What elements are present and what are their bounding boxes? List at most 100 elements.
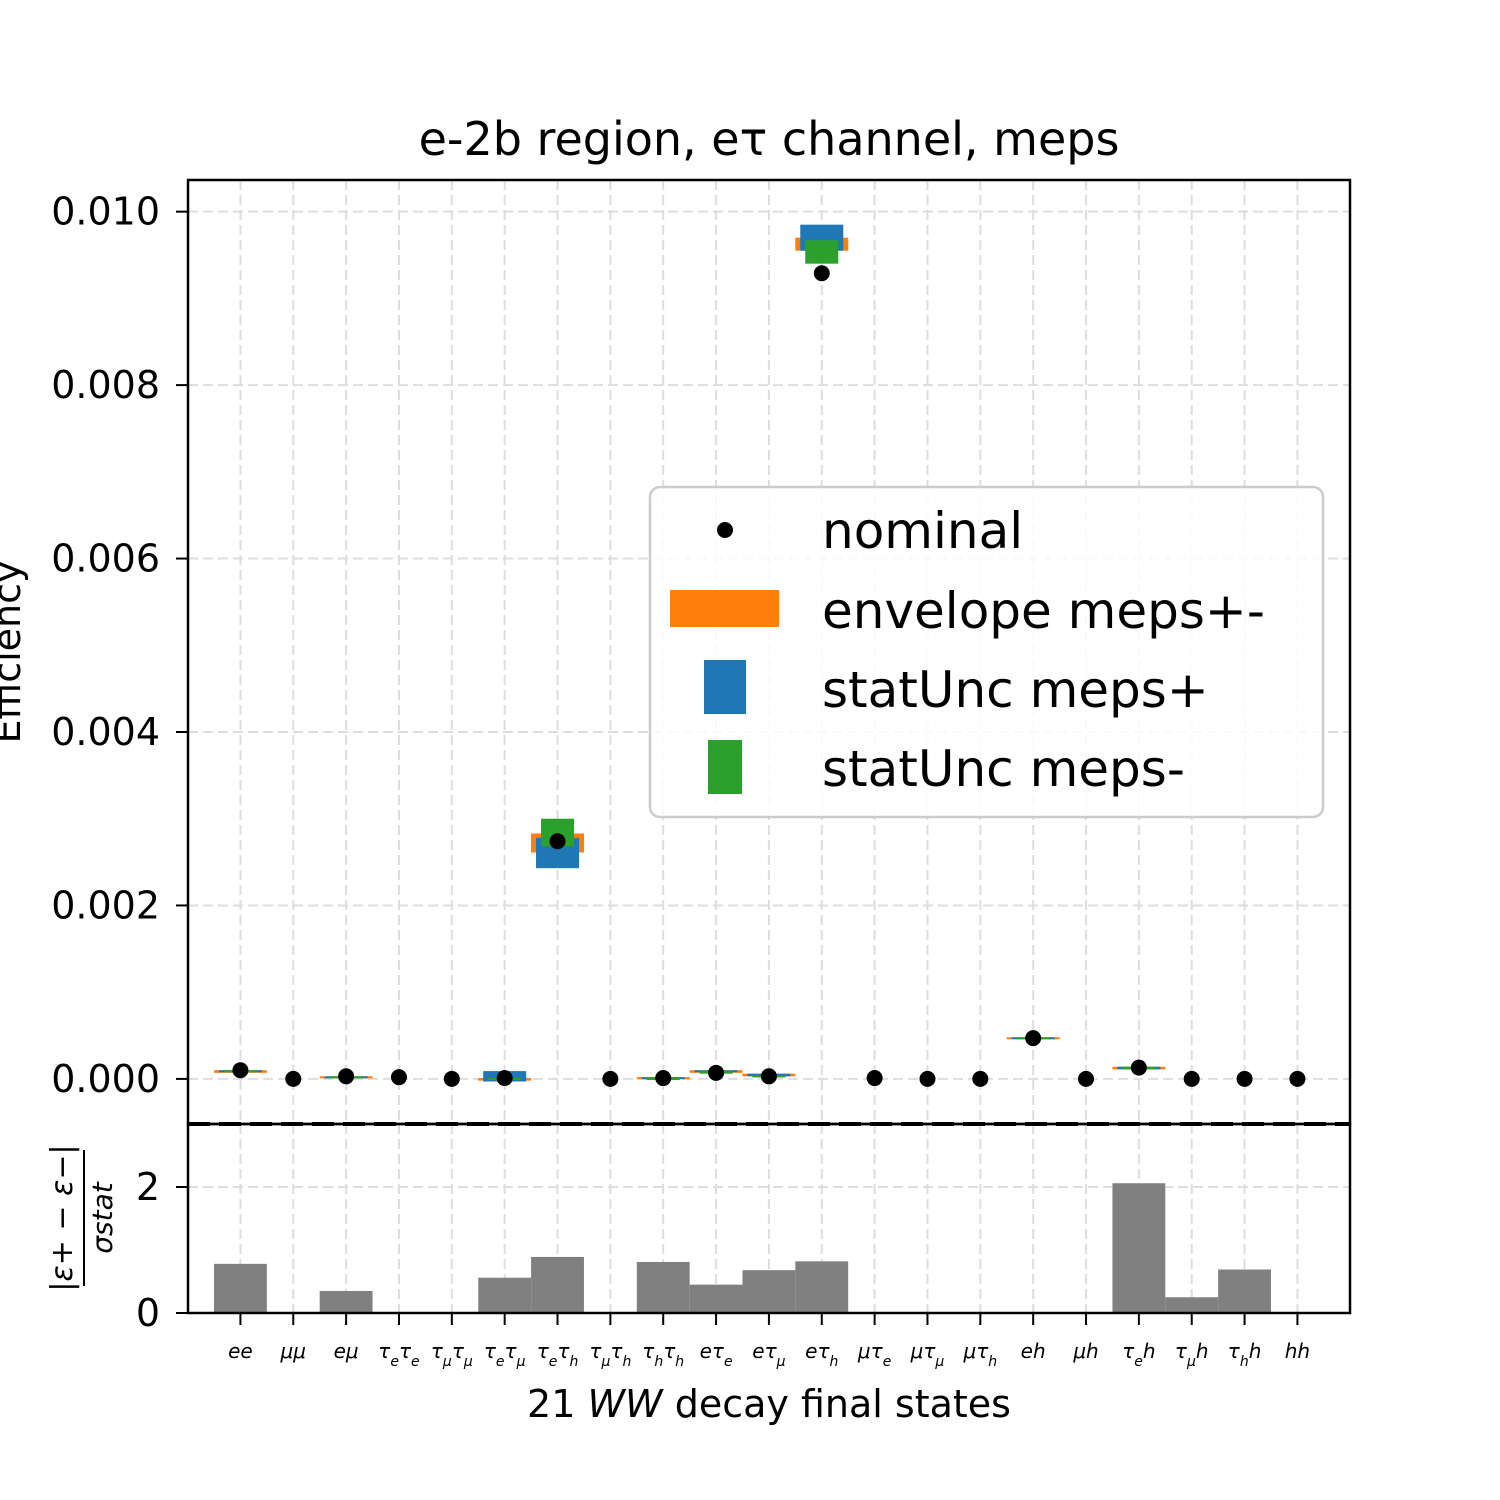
x-label-base: τ (642, 1339, 655, 1363)
ratio-bar-6 (531, 1256, 584, 1313)
nominal-point-10 (760, 1068, 777, 1085)
x-ticks: ee μμ eμ τeτe τμτμ τeτμ τeτh τμτh τhτh eτe eτμ eτh μ… (228, 1313, 1310, 1370)
x-label-sub: e (724, 1354, 733, 1370)
ratio-bar-8 (636, 1261, 690, 1313)
x-tick-label-0: ee (228, 1339, 253, 1363)
x-tick-label-14: μτh (963, 1339, 998, 1370)
x-label-base2: h (1249, 1339, 1262, 1363)
x-label-sub: h (988, 1354, 997, 1370)
x-label-base: μτ (963, 1339, 990, 1363)
main-ytick-label-5: 0.010 (51, 190, 160, 234)
x-label-base: ee (228, 1339, 253, 1363)
ratio-bar-17 (1112, 1183, 1166, 1313)
main-marks (213, 224, 1306, 1087)
x-label-sub: e (496, 1354, 505, 1370)
x-tick-label-3: τeτe (378, 1339, 419, 1370)
x-label-sub: μ (442, 1354, 452, 1370)
main-ytick-label-3: 0.006 (51, 537, 160, 581)
x-label-base: μh (1072, 1339, 1098, 1363)
x-label-base: τ (378, 1339, 391, 1363)
x-label-sub2: e (411, 1354, 420, 1370)
x-label-sub: μ (776, 1354, 786, 1370)
x-tick-label-6: τeτh (537, 1339, 579, 1370)
x-label-base: eh (1021, 1339, 1046, 1363)
legend-stat-minus-swatch (708, 740, 742, 794)
x-tick-label-2: eμ (334, 1339, 359, 1363)
ratio-bar-11 (795, 1261, 849, 1313)
x-tick-label-7: τμτh (589, 1339, 631, 1370)
nominal-point-15 (1025, 1030, 1042, 1047)
legend-stat-plus-swatch (704, 660, 746, 714)
main-y-ticks: 0.000 0.002 0.004 0.006 0.008 0.010 (51, 190, 188, 1101)
x-label-base: eτ (805, 1339, 830, 1363)
x-label-base2: τ (663, 1339, 676, 1363)
ratio-bar-10 (742, 1270, 796, 1313)
legend-frame (648, 485, 1325, 819)
x-tick-label-13: μτμ (910, 1339, 945, 1370)
x-axis-label: 21 WW decay final states (527, 1382, 1011, 1426)
x-label-base2: τ (399, 1339, 412, 1363)
legend-stat-plus-label: statUnc meps+ (822, 661, 1209, 719)
x-tick-label-5: τeτμ (484, 1339, 526, 1370)
x-label-base2: h (1196, 1339, 1209, 1363)
nominal-point-14 (972, 1070, 989, 1087)
nominal-point-18 (1183, 1070, 1200, 1087)
x-label-sub2: h (569, 1354, 578, 1370)
nominal-point-19 (1236, 1070, 1253, 1087)
legend-nominal-label: nominal (822, 502, 1023, 560)
x-label-base2: τ (557, 1339, 570, 1363)
x-label-base: eμ (334, 1339, 359, 1363)
nominal-point-20 (1289, 1070, 1306, 1087)
legend: nominal envelope meps+- statUnc meps+ st… (648, 485, 1325, 819)
x-label-base: μτ (910, 1339, 937, 1363)
x-label-base: eτ (752, 1339, 777, 1363)
x-label-sub2: μ (516, 1354, 526, 1370)
x-tick-label-10: eτμ (752, 1339, 785, 1370)
legend-nominal-marker (717, 522, 733, 538)
nominal-point-9 (708, 1064, 725, 1081)
legend-envelope-swatch (670, 590, 779, 627)
x-label-sub2: μ (463, 1354, 473, 1370)
ratio-bar-2 (319, 1290, 373, 1313)
x-label-base2: h (1143, 1339, 1156, 1363)
x-label-sub: h (1240, 1354, 1249, 1370)
x-label-suffix: decay final states (663, 1382, 1011, 1426)
x-label-base: τ (1228, 1339, 1241, 1363)
ratio-bar-9 (689, 1284, 743, 1313)
x-tick-label-20: hh (1285, 1339, 1310, 1363)
x-label-base2: τ (505, 1339, 518, 1363)
x-tick-label-8: τhτh (642, 1339, 684, 1370)
x-tick-label-1: μμ (280, 1339, 306, 1363)
main-ytick-label-0: 0.000 (51, 1057, 160, 1101)
nominal-point-7 (602, 1070, 619, 1087)
x-tick-label-18: τμh (1175, 1339, 1209, 1370)
legend-envelope-label: envelope meps+- (822, 582, 1265, 640)
main-ytick-label-2: 0.004 (51, 710, 160, 754)
ratio-bar-5 (478, 1277, 532, 1313)
x-tick-label-19: τhh (1228, 1339, 1262, 1370)
ratio-ytick-label-0: 0 (136, 1291, 160, 1335)
ratio-y-axis-label: |ε+ − ε−| σstat (45, 1144, 119, 1291)
ratio-bar-18 (1165, 1297, 1219, 1313)
nominal-point-6 (549, 833, 566, 850)
nominal-point-5 (496, 1070, 513, 1087)
ratio-y-label-denominator: σstat (86, 1181, 119, 1253)
x-label-italic: WW (587, 1382, 664, 1426)
nominal-point-2 (338, 1068, 355, 1085)
x-tick-label-17: τeh (1122, 1339, 1155, 1370)
x-label-base: τ (431, 1339, 444, 1363)
ratio-ytick-label-1: 2 (136, 1165, 160, 1209)
x-label-prefix: 21 (527, 1382, 587, 1426)
x-tick-label-15: eh (1021, 1339, 1046, 1363)
x-label-base2: τ (610, 1339, 623, 1363)
ratio-y-ticks: 02 (136, 1165, 188, 1335)
x-label-base: τ (1122, 1339, 1135, 1363)
x-label-base: μτ (857, 1339, 884, 1363)
x-label-base: τ (1175, 1339, 1188, 1363)
main-ytick-label-4: 0.008 (51, 363, 160, 407)
stat-minus-box-11 (805, 240, 839, 264)
x-tick-label-9: eτe (700, 1339, 733, 1370)
nominal-point-11 (813, 265, 830, 282)
x-label-base: τ (589, 1339, 602, 1363)
